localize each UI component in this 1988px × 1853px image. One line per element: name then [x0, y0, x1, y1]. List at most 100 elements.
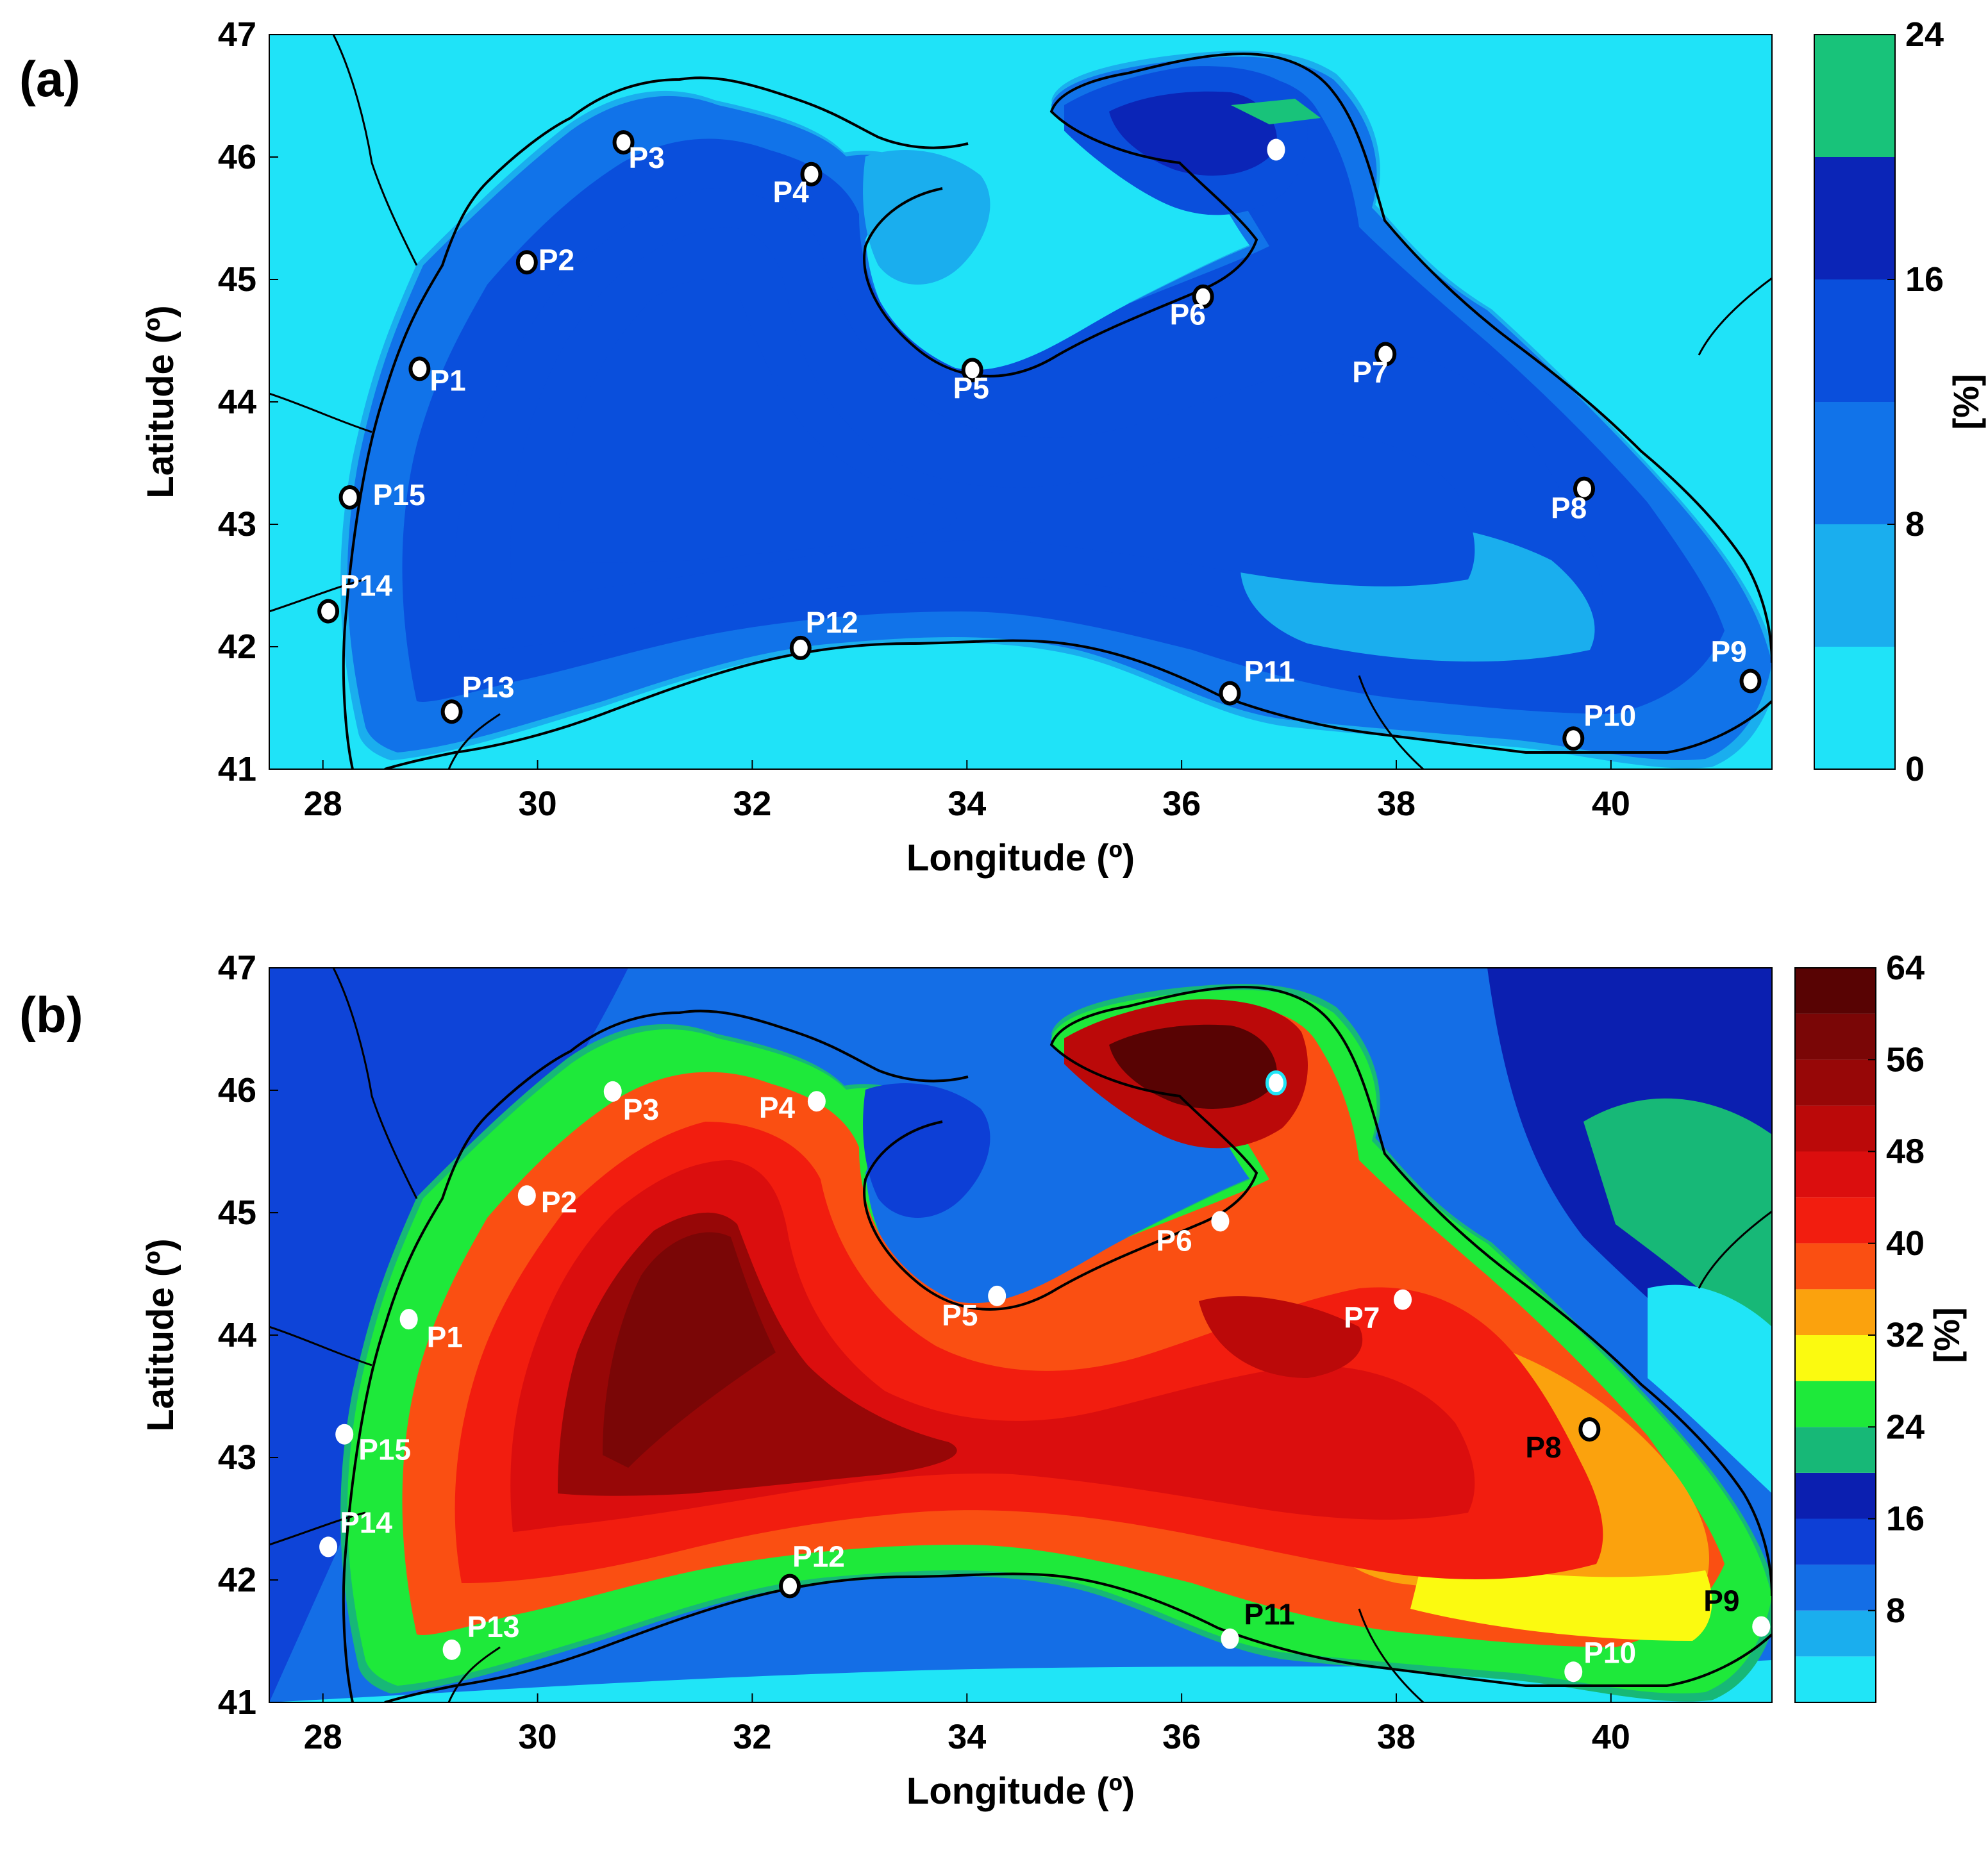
station-p15: P15	[338, 478, 425, 511]
colorbar-level	[1795, 1656, 1876, 1702]
station-marker	[335, 1424, 354, 1445]
station-label: P11	[1244, 1598, 1294, 1631]
border-line	[269, 392, 372, 433]
border-line	[447, 713, 501, 769]
colorbar-level	[1795, 1565, 1876, 1611]
colorbar-tick-label: 64	[1886, 949, 1925, 987]
station-label: P7	[1344, 1301, 1380, 1334]
station-p11: P11	[1219, 655, 1295, 706]
station-marker	[961, 358, 983, 383]
station-marker	[1267, 138, 1285, 161]
y-axis-label: Latitude (º)	[140, 305, 181, 498]
panel-b: (b) 28 30 32 34 36 38 40 41 42 43 44 45 46 47 Longitude…	[19, 949, 1967, 1812]
station-azov	[1267, 138, 1285, 161]
station-label: P1	[427, 1320, 463, 1354]
colorbar-level	[1814, 647, 1895, 769]
colorbar-level	[1814, 524, 1895, 647]
station-p12: P12	[779, 1540, 845, 1599]
station-label: P5	[953, 371, 989, 404]
border-line	[269, 1325, 372, 1367]
colorbar-frame	[1814, 34, 1896, 770]
station-p3: P3	[603, 1081, 659, 1126]
colorbar-level	[1814, 35, 1895, 157]
station-marker	[789, 635, 812, 660]
station-p7: P7	[1344, 1289, 1412, 1334]
station-marker	[1394, 1289, 1412, 1310]
station-label: P10	[1583, 1636, 1636, 1669]
station-marker	[612, 130, 635, 155]
station-marker	[807, 1091, 826, 1112]
colorbar-level	[1795, 1243, 1876, 1290]
y-tick-label: 46	[218, 1071, 256, 1109]
colorbar-level	[1814, 402, 1895, 524]
contour-east-cyan	[1648, 1284, 1772, 1493]
station-marker	[338, 485, 361, 510]
colorbar-tick-label: 40	[1886, 1224, 1925, 1263]
station-marker	[1265, 1070, 1287, 1096]
station-marker	[1192, 284, 1214, 309]
border-line	[447, 1646, 501, 1702]
station-label: P11	[1244, 655, 1294, 688]
station-label: P7	[1352, 356, 1388, 389]
x-tick-label: 40	[1592, 1718, 1630, 1756]
colorbar-level	[1814, 279, 1895, 402]
x-tick-label: 34	[948, 1718, 986, 1756]
station-marker	[1221, 1628, 1239, 1649]
station-marker	[440, 699, 463, 724]
station-marker	[1573, 476, 1595, 501]
border-line	[1698, 1210, 1772, 1289]
map-area: 28 30 32 34 36 38 40 41 42 43 44 45 46 47 Longitude (º…	[140, 949, 1773, 1812]
station-p9: P9	[1711, 635, 1762, 694]
station-p14: P14	[319, 1506, 392, 1558]
y-tick-label: 43	[218, 1438, 256, 1477]
station-p8: P8	[1525, 1417, 1601, 1464]
station-label: P3	[623, 1093, 659, 1126]
y-tick-label: 47	[218, 949, 256, 987]
station-azov	[1265, 1070, 1287, 1096]
y-axis-label: Latitude (º)	[140, 1238, 181, 1431]
contour-darkred-center	[1199, 1296, 1363, 1378]
station-p4: P4	[773, 162, 823, 209]
colorbar-level	[1795, 1472, 1876, 1519]
y-tick-label: 43	[218, 505, 256, 544]
colorbar-tick-label: 24	[1886, 1408, 1925, 1446]
colorbar-level	[1795, 1427, 1876, 1473]
station-label: P12	[792, 1540, 845, 1574]
x-axis-label: Longitude (º)	[906, 1770, 1135, 1812]
contour-darkred-west	[603, 1232, 776, 1468]
station-marker	[517, 1185, 536, 1206]
colorbar-tick-label: 16	[1905, 260, 1944, 299]
station-p15: P15	[335, 1424, 411, 1467]
station-marker	[319, 1536, 338, 1558]
station-label: P1	[430, 363, 465, 397]
station-p4: P4	[759, 1091, 826, 1124]
station-p6: P6	[1170, 284, 1214, 331]
colorbar-tick-label: 16	[1886, 1500, 1925, 1538]
station-label: P14	[340, 569, 392, 602]
station-p1: P1	[399, 1309, 463, 1354]
station-marker	[317, 599, 340, 624]
station-label: P12	[806, 606, 858, 639]
station-label: P13	[467, 1610, 520, 1643]
station-p2: P2	[515, 243, 574, 276]
station-marker	[1578, 1417, 1601, 1442]
panel-label: (a)	[19, 51, 80, 107]
panel-a: (a) 28 30 32 34 36 38 40 41 42 43 44 45 46 47 Longitude…	[19, 15, 1986, 879]
x-tick-label: 32	[733, 1718, 771, 1756]
station-marker	[515, 250, 538, 275]
station-label: P15	[358, 1433, 411, 1467]
colorbar-level	[1795, 1610, 1876, 1657]
station-label: P4	[773, 176, 810, 209]
station-p1: P1	[408, 356, 466, 397]
station-marker	[399, 1309, 418, 1330]
station-p2: P2	[517, 1185, 577, 1218]
colorbar-level	[1814, 157, 1895, 279]
colorbar-tick-label: 8	[1886, 1591, 1905, 1630]
colorbar-tick-label: 24	[1905, 15, 1944, 54]
station-label: P10	[1583, 699, 1636, 732]
colorbar-tick-label: 48	[1886, 1133, 1925, 1171]
station-label: P14	[340, 1506, 392, 1539]
station-p10: P10	[1562, 699, 1636, 751]
y-tick-label: 41	[218, 750, 256, 788]
